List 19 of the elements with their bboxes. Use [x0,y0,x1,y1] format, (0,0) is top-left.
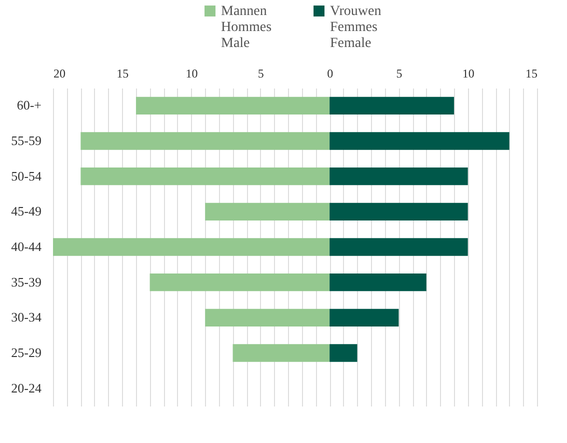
x-tick-label: 15 [526,66,538,80]
y-tick-label: 25-29 [11,345,42,360]
y-tick-label: 40-44 [11,239,42,254]
y-tick-label: 45-49 [11,204,42,219]
y-tick-label: 50-54 [11,168,42,184]
legend-label: Mannen Hommes Male [221,4,272,51]
y-tick-label: 20-24 [11,380,42,396]
y-tick-label: 30-34 [11,310,42,325]
x-tick-label: 5 [258,66,264,80]
legend-label: Vrouwen Femmes Female [330,4,382,51]
x-tick-label: 5 [396,66,402,80]
y-tick-label: 55-59 [11,133,42,148]
x-tick-label: 0 [327,66,334,80]
x-tick-label: 10 [462,66,474,80]
y-tick-label: 35-39 [11,274,42,290]
y-tick-label: 60-+ [16,98,42,113]
x-tick-label: 10 [186,66,198,80]
x-tick-label: 15 [116,66,129,80]
x-tick-label: 20 [54,66,66,80]
